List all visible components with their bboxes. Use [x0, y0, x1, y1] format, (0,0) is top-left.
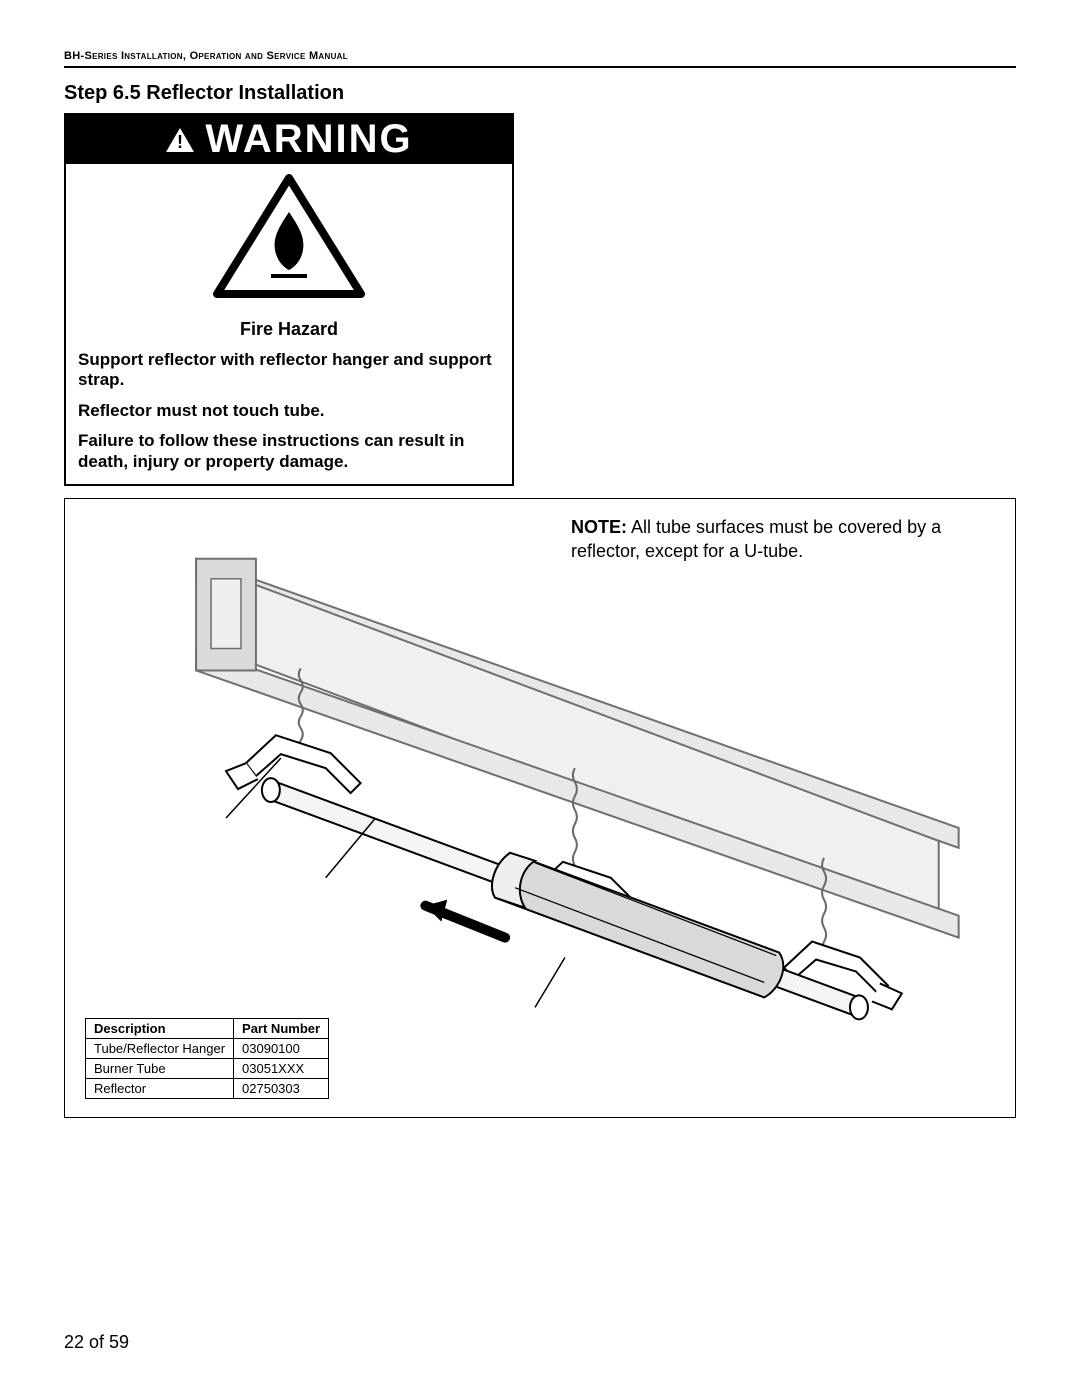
- hanger-bracket-left: [226, 735, 361, 793]
- table-header: Part Number: [234, 1018, 329, 1038]
- warning-paragraph: Failure to follow these instructions can…: [78, 431, 500, 472]
- svg-text:!: !: [177, 132, 183, 152]
- table-cell: Tube/Reflector Hanger: [86, 1038, 234, 1058]
- warning-paragraph: Reflector must not touch tube.: [78, 401, 500, 421]
- warning-paragraph: Support reflector with reflector hanger …: [78, 350, 500, 391]
- table-cell: Reflector: [86, 1078, 234, 1098]
- fire-hazard-title: Fire Hazard: [78, 319, 500, 340]
- table-cell: Burner Tube: [86, 1058, 234, 1078]
- diagram-box: NOTE: All tube surfaces must be covered …: [64, 498, 1016, 1118]
- warning-bar: ! WARNING: [66, 115, 512, 164]
- manual-page: BH-Series Installation, Operation and Se…: [0, 0, 1080, 1397]
- parts-table: Description Part Number Tube/Reflector H…: [85, 1018, 329, 1099]
- table-cell: 02750303: [234, 1078, 329, 1098]
- warning-label: WARNING: [205, 117, 412, 162]
- warning-box: ! WARNING Fire Hazard Support reflector …: [64, 113, 514, 486]
- table-row: Reflector 02750303: [86, 1078, 329, 1098]
- page-number: 22 of 59: [64, 1332, 129, 1353]
- table-cell: 03090100: [234, 1038, 329, 1058]
- warning-body: Fire Hazard Support reflector with refle…: [66, 309, 512, 484]
- running-header: BH-Series Installation, Operation and Se…: [64, 50, 1016, 68]
- table-header: Description: [86, 1018, 234, 1038]
- table-row: Burner Tube 03051XXX: [86, 1058, 329, 1078]
- table-cell: 03051XXX: [234, 1058, 329, 1078]
- table-header-row: Description Part Number: [86, 1018, 329, 1038]
- slide-arrow-icon: [425, 900, 505, 938]
- table-row: Tube/Reflector Hanger 03090100: [86, 1038, 329, 1058]
- alert-triangle-icon: !: [165, 127, 195, 153]
- reflector: [492, 853, 783, 998]
- fire-hazard-icon: [66, 164, 512, 309]
- step-title: Step 6.5 Reflector Installation: [64, 82, 1016, 105]
